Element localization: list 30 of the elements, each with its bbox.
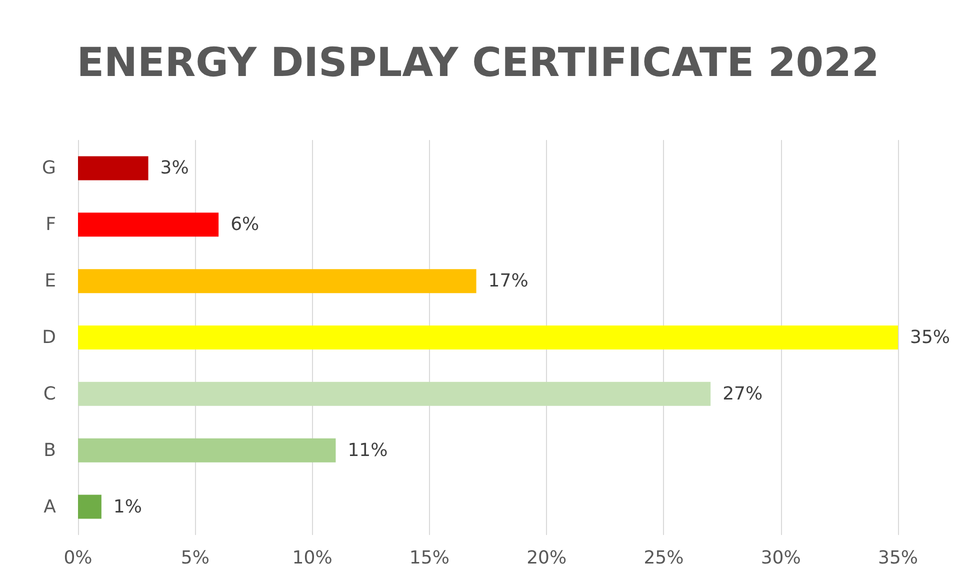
x-tick-label: 5% (180, 548, 210, 568)
bar (78, 269, 476, 294)
chart-title: ENERGY DISPLAY CERTIFICATE 2022 (76, 40, 880, 86)
data-label: 3% (160, 158, 189, 179)
bar (78, 382, 711, 406)
x-tick-label: 30% (760, 548, 801, 568)
y-tick-label: B (44, 440, 56, 461)
y-tick-label: E (44, 270, 56, 292)
bar (78, 212, 219, 237)
data-label: 17% (488, 270, 528, 292)
x-tick-label: 15% (409, 548, 450, 568)
bar (78, 494, 102, 519)
x-tick-label: 20% (526, 548, 567, 568)
data-label: 1% (113, 496, 142, 518)
bar (78, 156, 148, 180)
y-tick-label: A (44, 496, 57, 518)
x-tick-label: 0% (64, 548, 92, 568)
y-tick-label: D (42, 327, 56, 348)
bar (78, 438, 336, 462)
y-tick-label: G (42, 158, 56, 179)
data-label: 6% (230, 214, 260, 236)
x-tick-label: 10% (292, 548, 332, 568)
x-tick-label: 25% (644, 548, 684, 568)
data-label: 27% (722, 383, 763, 404)
data-label: 35% (910, 327, 950, 348)
x-tick-label: 35% (878, 548, 918, 568)
bar (78, 326, 898, 350)
y-tick-label: C (43, 383, 56, 404)
data-label: 11% (348, 440, 388, 461)
y-tick-label: F (46, 214, 56, 236)
